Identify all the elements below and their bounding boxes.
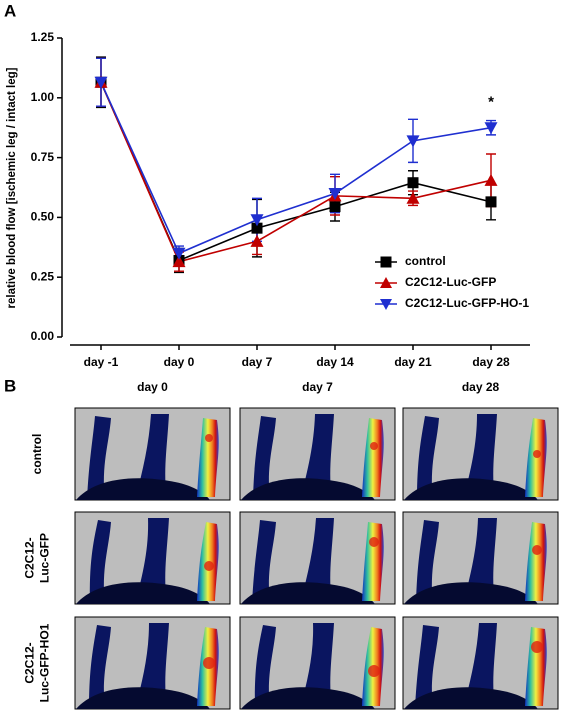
body [76, 478, 210, 500]
perfusion-image [402, 616, 559, 710]
leg-left [87, 416, 111, 500]
leg-left [89, 625, 111, 709]
row-label: C2C12- [23, 642, 37, 683]
y-tick-label: 1.00 [31, 90, 55, 104]
marker [251, 222, 263, 234]
y-tick-label: 0.25 [31, 269, 55, 283]
leg-left [415, 625, 439, 709]
x-tick-label: day 14 [316, 355, 354, 369]
legend-label: C2C12-Luc-GFP [405, 275, 496, 289]
leg-left [252, 520, 276, 604]
leg-left [417, 416, 439, 500]
perfusion-image [402, 407, 559, 501]
perfusion-image [239, 407, 396, 501]
y-axis-label: relative blood flow [ischemic leg / inta… [6, 67, 18, 308]
row-label: Luc-GFP [38, 533, 52, 583]
marker [484, 173, 498, 186]
series-line [100, 81, 492, 263]
hot-spot [370, 442, 378, 450]
legend-marker [380, 256, 392, 268]
column-label: day 7 [302, 380, 333, 394]
x-tick-label: day 21 [394, 355, 432, 369]
marker [172, 255, 186, 268]
legend-label: C2C12-Luc-GFP-HO-1 [405, 296, 529, 310]
x-tick-label: day 0 [164, 355, 195, 369]
x-tick-label: day 28 [472, 355, 510, 369]
column-label: day 28 [462, 380, 500, 394]
leg-right [525, 522, 547, 601]
marker [250, 214, 264, 227]
marker [328, 187, 342, 200]
marker [250, 234, 264, 247]
marker [407, 177, 419, 189]
panel-label: B [4, 376, 16, 395]
row-label: control [30, 434, 44, 475]
leg-right [197, 418, 219, 497]
leg-left [89, 520, 111, 604]
leg-left [416, 520, 439, 604]
annotation: * [488, 93, 494, 110]
marker [406, 191, 420, 204]
marker [406, 135, 420, 148]
hot-spot [531, 641, 543, 653]
hot-spot [205, 434, 213, 442]
legend-marker [380, 277, 392, 288]
x-tick-label: day -1 [84, 355, 119, 369]
marker [94, 76, 108, 89]
body [76, 687, 210, 709]
perfusion-image [74, 616, 231, 710]
leg-right [362, 418, 384, 497]
marker [485, 196, 497, 208]
series-line [100, 81, 492, 262]
perfusion-image [402, 511, 559, 605]
column-label: day 0 [137, 380, 168, 394]
body [241, 687, 375, 709]
marker [329, 201, 341, 213]
marker [172, 247, 186, 260]
legend-label: control [405, 254, 446, 268]
y-tick-label: 1.25 [31, 30, 55, 44]
hot-spot [369, 537, 379, 547]
row-label: C2C12- [23, 537, 37, 578]
perfusion-image [239, 511, 396, 605]
series-line [100, 81, 492, 255]
hot-spot [204, 561, 214, 571]
y-tick-label: 0.50 [31, 210, 55, 224]
hot-spot [203, 657, 215, 669]
leg-left [254, 625, 276, 709]
y-tick-label: 0.00 [31, 329, 55, 343]
body [404, 687, 538, 709]
x-tick-label: day 7 [242, 355, 273, 369]
panel-label: A [4, 1, 16, 20]
perfusion-image [74, 511, 231, 605]
marker [484, 122, 498, 135]
body [404, 478, 538, 500]
hot-spot [368, 665, 380, 677]
hot-spot [533, 450, 541, 458]
perfusion-image [239, 616, 396, 710]
perfusion-image [74, 407, 231, 501]
leg-left [253, 416, 276, 500]
body [241, 582, 375, 604]
hot-spot [532, 545, 542, 555]
body [76, 582, 210, 604]
body [241, 478, 375, 500]
row-label: Luc-GFP-HO1 [38, 623, 52, 702]
legend-marker [380, 299, 392, 310]
y-tick-label: 0.75 [31, 150, 55, 164]
body [404, 582, 538, 604]
